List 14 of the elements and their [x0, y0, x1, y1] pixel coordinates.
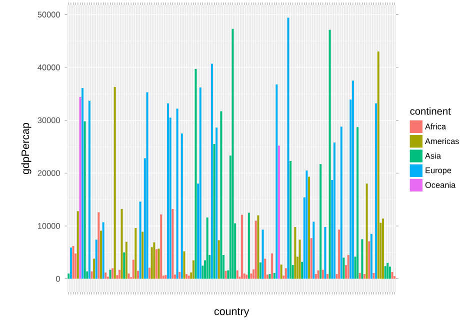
legend-label: Asia	[425, 152, 441, 159]
y-axis-title: gdpPercap	[21, 122, 32, 174]
x-axis-title: country	[214, 308, 250, 318]
y-tick-label: 0	[56, 276, 60, 282]
legend-label: Europe	[426, 167, 452, 175]
y-tick-label: 30000	[38, 117, 60, 123]
legend-label: Americas	[425, 138, 459, 144]
y-tick-label: 50000	[38, 11, 60, 18]
y-tick-label: 40000	[38, 64, 60, 70]
legend-label: Africa	[425, 123, 446, 130]
legend-label: Oceania	[425, 182, 456, 188]
legend-title: continent	[410, 107, 451, 115]
y-tick-label: 10000	[38, 222, 60, 229]
y-tick-label: 20000	[38, 170, 60, 176]
